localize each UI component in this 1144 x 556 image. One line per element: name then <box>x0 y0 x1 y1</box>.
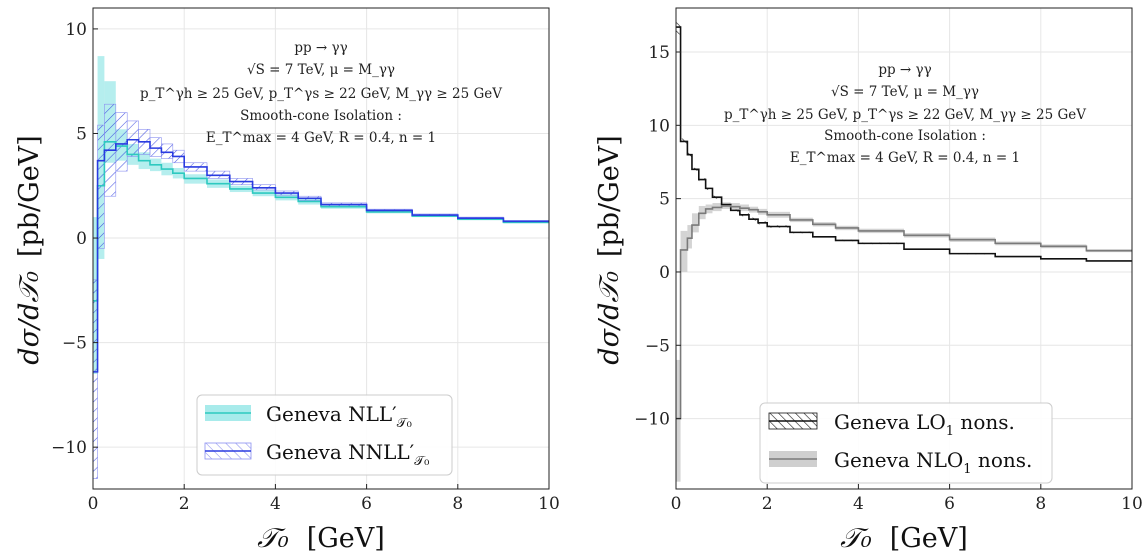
left-annotation-line-3: p_T^γh ≥ 25 GeV, p_T^γs ≥ 22 GeV, M_γγ ≥… <box>140 86 502 102</box>
left-y-axis-label: dσ/d𝒯₀[pb/GeV] <box>14 135 45 364</box>
left-legend-box <box>196 394 453 476</box>
x-tick-label: 10 <box>538 494 560 514</box>
band-bin-geneva-nnll- <box>149 137 162 157</box>
y-tick-label: 0 <box>659 263 670 283</box>
band-bin-geneva-nlo <box>687 225 692 249</box>
y-tick-label: 10 <box>648 116 670 136</box>
y-tick-label: 15 <box>648 43 670 63</box>
x-tick-label: 6 <box>944 494 955 514</box>
right-annotation-line-1: pp → γγ <box>878 62 931 78</box>
right-x-axis-label: 𝒯₀ [GeV] <box>840 523 968 554</box>
x-tick-label: 4 <box>270 494 281 514</box>
left-x-ticks: 0 2 4 6 8 10 <box>88 484 560 514</box>
band-bin-geneva-nnll- <box>126 120 139 157</box>
x-tick-label: 6 <box>361 494 372 514</box>
right-plot-frame <box>675 7 1133 490</box>
band-bin-geneva-nnll- <box>97 124 105 249</box>
right-annotation: pp → γγ √S = 7 TeV, μ = M_γγ p_T^γh ≥ 25… <box>724 62 1086 166</box>
legend-lo-label: Geneva LO1 nons. <box>834 410 1015 439</box>
right-x-ticks: 0 2 4 6 8 10 <box>671 484 1143 514</box>
y-tick-label: 0 <box>76 229 87 249</box>
x-tick-label: 8 <box>1035 494 1046 514</box>
y-tick-label: −5 <box>645 336 670 356</box>
series-line-geneva-nlo <box>676 205 1132 420</box>
legend-nlo-label: Geneva NLO1 nons. <box>834 448 1032 477</box>
right-annotation-line-3: p_T^γh ≥ 25 GeV, p_T^γs ≥ 22 GeV, M_γγ ≥… <box>724 107 1086 123</box>
x-tick-label: 2 <box>762 494 773 514</box>
y-tick-label: 5 <box>76 124 87 144</box>
x-tick-label: 2 <box>179 494 190 514</box>
left-y-ticks: −10 −5 0 5 10 <box>51 20 98 458</box>
series-line-geneva-nnll- <box>93 138 549 373</box>
x-tick-label: 10 <box>1121 494 1143 514</box>
x-tick-label: 4 <box>853 494 864 514</box>
x-tick-label: 0 <box>88 494 99 514</box>
left-x-axis-label: 𝒯₀ [GeV] <box>257 523 385 554</box>
x-tick-label: 8 <box>452 494 463 514</box>
right-annotation-line-2: √S = 7 TeV, μ = M_γγ <box>831 84 979 100</box>
right-legend: Geneva LO1 nons. Geneva NLO1 nons. <box>759 402 1053 484</box>
right-annotation-line-5: E_T^max = 4 GeV, R = 0.4, n = 1 <box>790 150 1020 166</box>
left-series-lines <box>93 138 549 373</box>
left-annotation-line-5: E_T^max = 4 GeV, R = 0.4, n = 1 <box>206 130 436 146</box>
x-tick-label: 0 <box>671 494 682 514</box>
legend-nll-label: Geneva NLL′𝒯₀ <box>266 402 412 431</box>
left-annotation-line-1: pp → γγ <box>294 40 347 56</box>
band-bin-geneva-nnll- <box>115 112 128 172</box>
left-annotation-line-4: Smooth-cone Isolation : <box>240 108 402 124</box>
right-series-lines <box>676 26 1132 420</box>
right-legend-box <box>759 402 1053 484</box>
left-annotation: pp → γγ √S = 7 TeV, μ = M_γγ p_T^γh ≥ 25… <box>140 40 502 146</box>
left-plot-frame <box>92 7 550 490</box>
band-bin-geneva-nlo <box>691 213 699 233</box>
y-tick-label: −10 <box>51 438 87 458</box>
series-line-geneva-nll- <box>93 141 549 302</box>
right-chart-panel: 0 2 4 6 8 10 −10 −5 0 5 10 15 pp → γγ √S = 7 TeV, … <box>594 7 1143 554</box>
left-annotation-line-2: √S = 7 TeV, μ = M_γγ <box>247 62 395 78</box>
left-chart-panel: 0 2 4 6 8 10 −10 −5 0 5 10 pp → γγ √S = 7 TeV, μ … <box>14 7 560 554</box>
series-line-geneva-lo <box>676 26 1132 262</box>
band-bin-geneva-nlo <box>680 230 688 272</box>
y-tick-label: −5 <box>62 334 87 354</box>
y-tick-label: 10 <box>65 20 87 40</box>
right-y-axis-label: dσ/d𝒯₀[pb/GeV] <box>594 135 625 364</box>
right-annotation-line-4: Smooth-cone Isolation : <box>824 128 986 144</box>
y-tick-label: −10 <box>634 410 670 430</box>
left-legend: Geneva NLL′𝒯₀ Geneva NNLL′𝒯₀ <box>196 394 453 476</box>
band-bin-geneva-nnll- <box>161 143 174 159</box>
band-bin-geneva-nlo <box>676 359 681 482</box>
y-tick-label: 5 <box>659 190 670 210</box>
legend-nnll-label: Geneva NNLL′𝒯₀ <box>266 440 429 469</box>
right-y-ticks: −10 −5 0 5 10 15 <box>634 43 681 430</box>
